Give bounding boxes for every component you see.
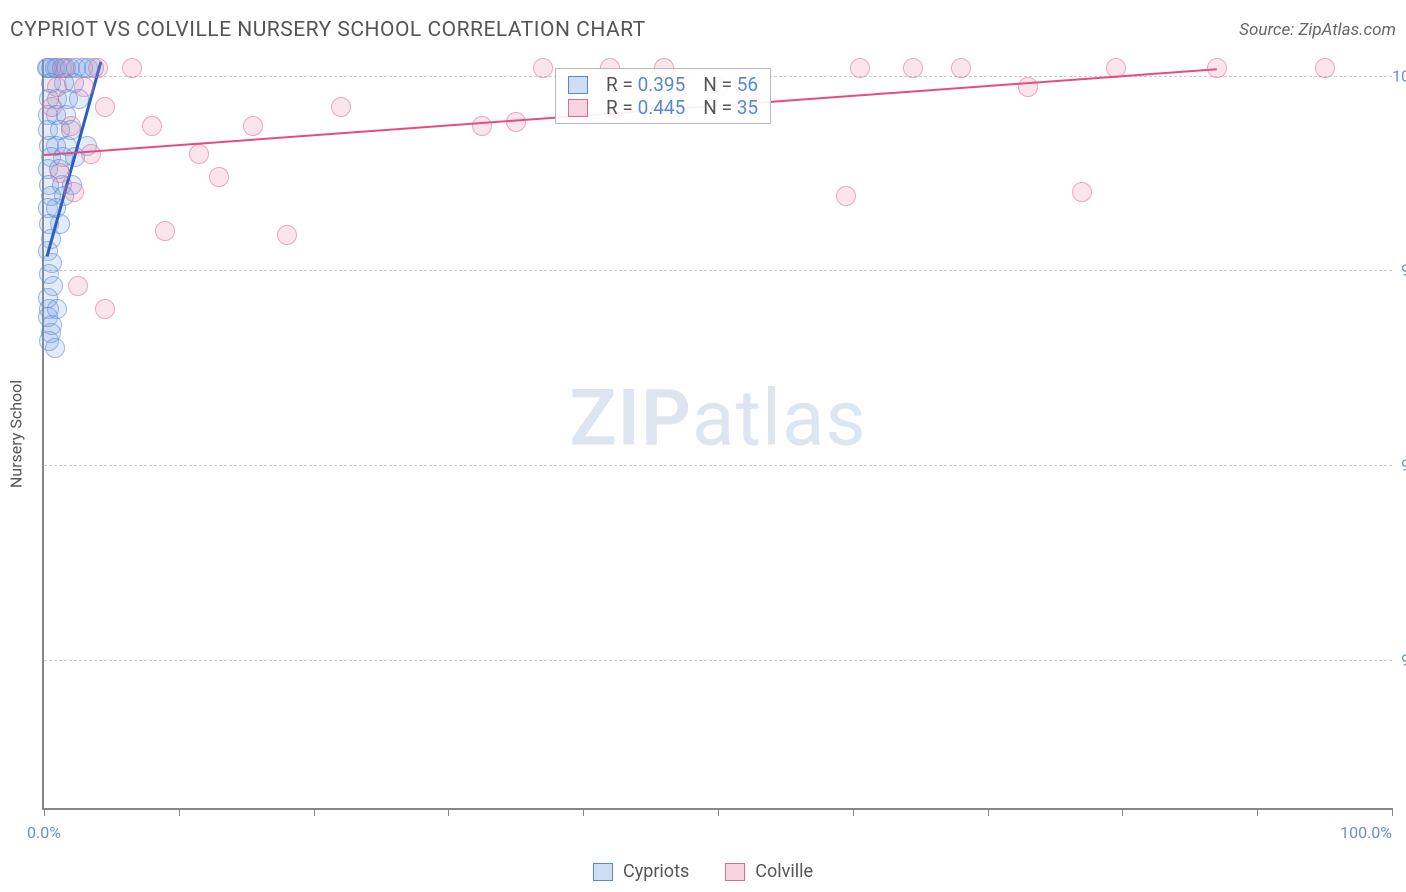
data-point: [142, 116, 162, 136]
chart-title: CYPRIOT VS COLVILLE NURSERY SCHOOL CORRE…: [10, 18, 646, 42]
watermark: ZIPatlas: [569, 374, 866, 465]
y-tick-label: 92.5%: [1401, 650, 1406, 669]
data-point: [54, 58, 74, 78]
data-point: [331, 97, 351, 117]
chart-header: CYPRIOT VS COLVILLE NURSERY SCHOOL CORRE…: [10, 18, 1396, 42]
legend-bottom-item: Colville: [725, 861, 813, 882]
data-point: [506, 112, 526, 132]
gridline: [44, 660, 1392, 661]
data-point: [42, 97, 62, 117]
x-tick: [1257, 808, 1258, 816]
y-axis-label: Nursery School: [7, 380, 26, 488]
legend-swatch: [568, 76, 588, 94]
data-point: [47, 77, 67, 97]
data-point: [74, 77, 94, 97]
data-point: [1315, 58, 1335, 78]
data-point: [155, 221, 175, 241]
data-point: [64, 182, 84, 202]
x-tick: [448, 808, 449, 816]
data-point: [95, 97, 115, 117]
data-point: [88, 58, 108, 78]
data-point: [1018, 77, 1038, 97]
legend-r-label: R = 0.395: [606, 73, 685, 96]
data-point: [209, 167, 229, 187]
x-tick: [1122, 808, 1123, 816]
legend-series-name: Colville: [755, 861, 813, 882]
x-tick: [1392, 808, 1393, 816]
data-point: [243, 116, 263, 136]
y-tick-label: 100.0%: [1392, 66, 1406, 85]
x-tick: [179, 808, 180, 816]
x-tick: [44, 808, 45, 816]
x-tick: [718, 808, 719, 816]
data-point: [277, 225, 297, 245]
data-point: [1072, 182, 1092, 202]
gridline: [44, 465, 1392, 466]
scatter-plot: Nursery School ZIPatlas 92.5%95.0%97.5%1…: [42, 60, 1392, 810]
legend-n-label: N = 35: [703, 96, 758, 119]
watermark-bold: ZIP: [569, 374, 692, 465]
watermark-rest: atlas: [692, 374, 867, 465]
data-point: [533, 58, 553, 78]
data-point: [189, 144, 209, 164]
x-tick-label-right: 100.0%: [1340, 823, 1392, 842]
x-tick: [853, 808, 854, 816]
legend-swatch: [568, 99, 588, 117]
legend-series-name: Cypriots: [623, 861, 689, 882]
data-point: [951, 58, 971, 78]
data-point: [903, 58, 923, 78]
legend-n-label: N = 56: [703, 73, 758, 96]
data-point: [61, 116, 81, 136]
y-tick-label: 95.0%: [1401, 456, 1406, 475]
data-point: [472, 116, 492, 136]
data-point: [81, 144, 101, 164]
x-tick-label-left: 0.0%: [27, 823, 61, 842]
y-tick-label: 97.5%: [1401, 261, 1406, 280]
data-point: [836, 186, 856, 206]
x-tick: [583, 808, 584, 816]
data-point: [50, 163, 70, 183]
series-legend: Cypriots Colville: [593, 861, 813, 882]
legend-r-label: R = 0.445: [606, 96, 685, 119]
legend-row: R = 0.395 N = 56: [568, 73, 758, 96]
gridline: [44, 270, 1392, 271]
data-point: [122, 58, 142, 78]
legend-row: R = 0.445 N = 35: [568, 96, 758, 119]
data-point: [45, 338, 65, 358]
data-point: [850, 58, 870, 78]
legend-swatch: [725, 863, 745, 881]
x-tick: [988, 808, 989, 816]
data-point: [68, 276, 88, 296]
legend-bottom-item: Cypriots: [593, 861, 689, 882]
chart-source: Source: ZipAtlas.com: [1239, 20, 1396, 40]
legend-swatch: [593, 863, 613, 881]
x-tick: [314, 808, 315, 816]
correlation-legend: R = 0.395 N = 56 R = 0.445 N = 35: [555, 68, 771, 124]
data-point: [95, 299, 115, 319]
